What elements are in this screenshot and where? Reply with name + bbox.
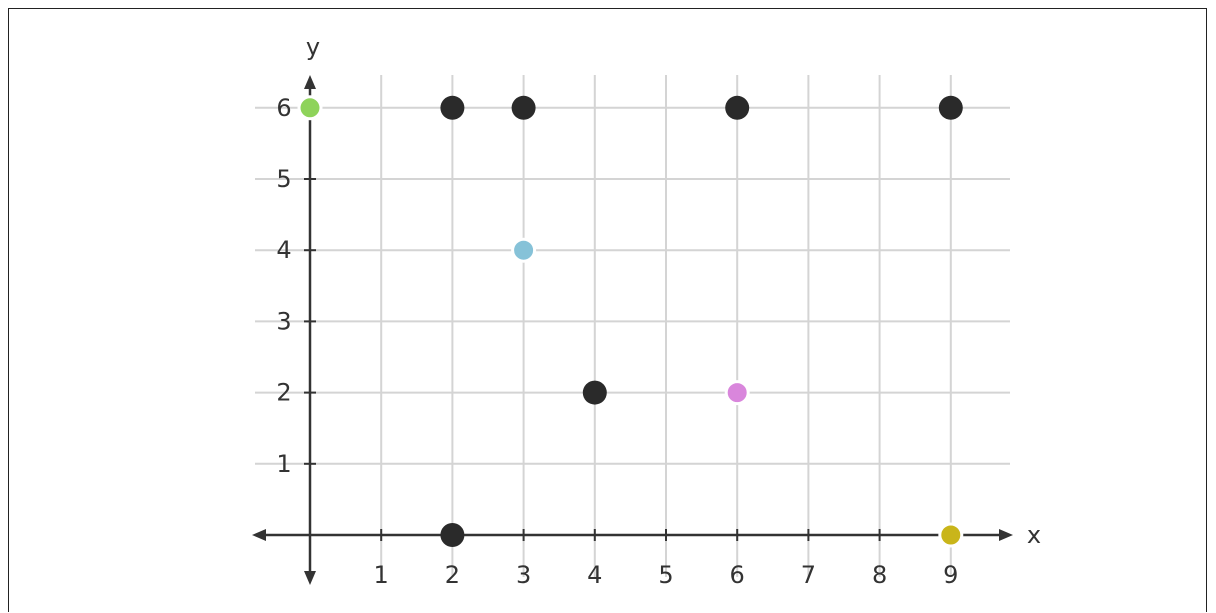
- data-points: [297, 95, 964, 548]
- data-point: [938, 95, 963, 120]
- y-tick-label: 1: [276, 450, 291, 478]
- data-point: [582, 380, 607, 405]
- y-tick-label: 4: [276, 236, 291, 264]
- data-point: [725, 95, 750, 120]
- x-tick-label: 1: [374, 561, 389, 589]
- data-point: [440, 95, 465, 120]
- y-tick-label: 6: [276, 94, 291, 122]
- x-tick-label: 5: [658, 561, 673, 589]
- y-tick-label: 3: [276, 307, 291, 335]
- x-tick-label: 9: [943, 561, 958, 589]
- x-tick-label: 4: [587, 561, 602, 589]
- data-point: [511, 95, 536, 120]
- y-tick-label: 2: [276, 379, 291, 407]
- x-tick-label: 6: [730, 561, 745, 589]
- y-axis-arrow-up: [304, 75, 316, 89]
- data-point: [724, 380, 750, 406]
- y-axis-label: y: [306, 33, 320, 61]
- y-axis-arrow-down: [304, 571, 316, 585]
- tick-marks: [304, 106, 952, 541]
- data-point: [938, 522, 964, 548]
- x-axis-label: x: [1027, 521, 1041, 549]
- x-axis-arrow-left: [252, 529, 266, 541]
- y-tick-label: 5: [276, 165, 291, 193]
- x-tick-label: 2: [445, 561, 460, 589]
- data-point: [511, 237, 537, 263]
- x-tick-label: 7: [801, 561, 816, 589]
- x-tick-label: 3: [516, 561, 531, 589]
- grid-lines: [255, 75, 1010, 577]
- data-point: [297, 95, 323, 121]
- x-tick-label: 8: [872, 561, 887, 589]
- tick-labels: 1 2 3 4 5 6 7 8 9 1 2 3 4 5 6: [276, 94, 958, 589]
- axes: [252, 75, 1013, 585]
- x-axis-arrow-right: [999, 529, 1013, 541]
- data-point: [440, 523, 465, 547]
